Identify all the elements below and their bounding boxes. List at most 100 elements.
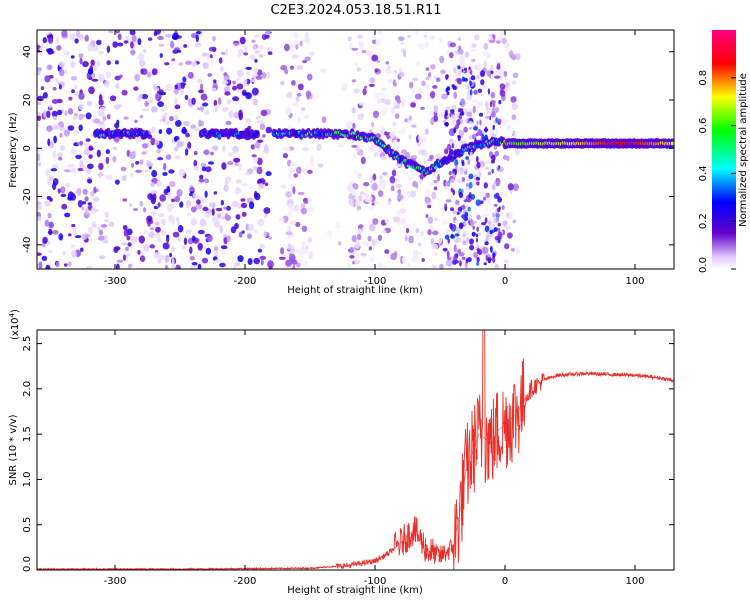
spectrogram-cell <box>377 30 383 35</box>
spectrogram-cell <box>81 206 85 211</box>
spectrogram-cell <box>185 132 190 138</box>
spectrogram-cell <box>139 115 144 119</box>
spectrogram-cell <box>57 188 61 194</box>
spectrogram-cell <box>515 53 521 61</box>
spectrogram-cell <box>197 78 203 84</box>
spectrogram-cell <box>174 84 179 90</box>
spectrogram-cell <box>191 97 196 106</box>
spectrogram-cell <box>63 51 70 56</box>
spectrogram-cell <box>305 245 309 251</box>
spectrogram-cell <box>398 71 405 78</box>
spectrogram-cell <box>223 75 230 81</box>
spectrogram-cell <box>93 63 97 72</box>
spectrogram-cell <box>200 163 206 168</box>
spectrogram-cell <box>163 162 167 171</box>
spectrogram-cell <box>37 216 42 222</box>
spectrogram-cell <box>429 35 436 41</box>
snr-noisy-trace <box>37 330 674 570</box>
spectrogram-cell <box>356 205 362 210</box>
spectrogram-cell <box>297 83 304 91</box>
spectrogram-cell <box>292 102 299 107</box>
spectrogram-cell <box>117 33 122 41</box>
spectrogram-cell <box>156 180 162 187</box>
spectrogram-cell <box>488 39 496 43</box>
spectrogram-cell <box>308 207 315 212</box>
spectrogram-cell <box>470 193 476 200</box>
spectrogram-cell <box>480 79 485 86</box>
spectrogram-cell <box>473 126 478 131</box>
spectrogram-cell <box>296 262 301 268</box>
spectrogram-cell <box>486 70 491 78</box>
spectrogram-cell <box>166 194 172 199</box>
spectrogram-cell <box>254 190 258 199</box>
spectrogram-cell <box>251 39 256 43</box>
spectrogram-cell <box>497 118 502 124</box>
spectrogram-cell <box>441 93 448 100</box>
spectrogram-cell <box>148 96 154 104</box>
spectrogram-cell <box>73 130 80 135</box>
spectrogram-cell <box>70 167 77 173</box>
spectrogram-cell <box>430 237 434 246</box>
spectrogram-cell <box>300 106 306 112</box>
spectrogram-cell <box>190 124 197 129</box>
colorbar: 0.0 0.2 0.4 0.6 0.8 Normalized spectral ampl… <box>698 30 749 273</box>
spectrogram-cell <box>387 79 394 83</box>
spectrogram-cell <box>74 91 79 97</box>
spectrogram-cell <box>424 197 432 205</box>
spectrogram-cell <box>88 154 93 159</box>
spectrogram-cell <box>70 55 75 59</box>
spectrogram-cell <box>144 169 150 173</box>
spectrogram-cell <box>45 168 51 177</box>
spectrogram-cell <box>484 241 489 246</box>
spectrogram-cell <box>176 49 182 53</box>
spectrogram-cell <box>253 157 259 163</box>
spectrogram-cell <box>76 188 82 196</box>
spectrogram-cell <box>85 112 92 120</box>
spectrogram-cell <box>105 71 112 79</box>
spectrogram-cell <box>347 36 352 42</box>
spectrogram-cell <box>165 84 172 91</box>
spectrogram-cell <box>219 66 224 73</box>
spectrogram-cell <box>150 126 156 134</box>
spectrogram-cell <box>441 219 448 225</box>
spectrogram-cell <box>174 104 181 110</box>
spectrogram-cell <box>468 173 474 180</box>
spectrogram-cell <box>511 114 517 121</box>
spectrogram-cell <box>402 170 408 175</box>
spectrogram-cell <box>213 99 218 107</box>
spectrogram-cell <box>483 196 487 201</box>
spectrogram-cell <box>471 133 477 140</box>
spectrogram-cell <box>462 215 465 220</box>
spectrogram-cell <box>258 45 265 50</box>
spectrogram-cell <box>123 116 129 120</box>
spectrogram-cell <box>256 166 263 175</box>
spectrogram-cell <box>142 143 148 149</box>
spectrogram-cell <box>191 61 198 67</box>
spectrogram-cell <box>168 169 175 174</box>
spectrogram-cell <box>280 247 285 255</box>
spectrogram-cell <box>130 172 134 177</box>
spectrogram-cell <box>55 36 60 44</box>
spectrogram-cell <box>368 145 375 153</box>
spectrogram-cell <box>426 96 431 101</box>
spectrogram-cell <box>412 249 418 257</box>
spectrogram-cell <box>48 50 55 54</box>
spectrogram-cell <box>52 164 59 169</box>
spectrogram-cell <box>516 250 520 254</box>
spectrogram-cell <box>289 168 295 173</box>
spectrogram-cell <box>356 233 362 241</box>
spectrogram-cell <box>245 66 252 70</box>
spectrogram-cell <box>171 265 177 269</box>
spectrogram-cell <box>303 249 310 254</box>
spectrogram-cell <box>201 257 209 264</box>
spectrogram-cell <box>473 251 478 259</box>
spectrogram-cell <box>256 119 264 125</box>
spectrogram-cell <box>362 226 367 231</box>
spectrogram-cell <box>393 69 398 74</box>
spectrogram-cell <box>427 229 432 236</box>
spectrogram-cell <box>447 238 450 244</box>
spectrogram-cell <box>202 206 209 212</box>
spectrogram-cell <box>490 111 496 118</box>
spectrogram-cell <box>458 70 462 76</box>
spectrogram-cell <box>221 162 227 170</box>
